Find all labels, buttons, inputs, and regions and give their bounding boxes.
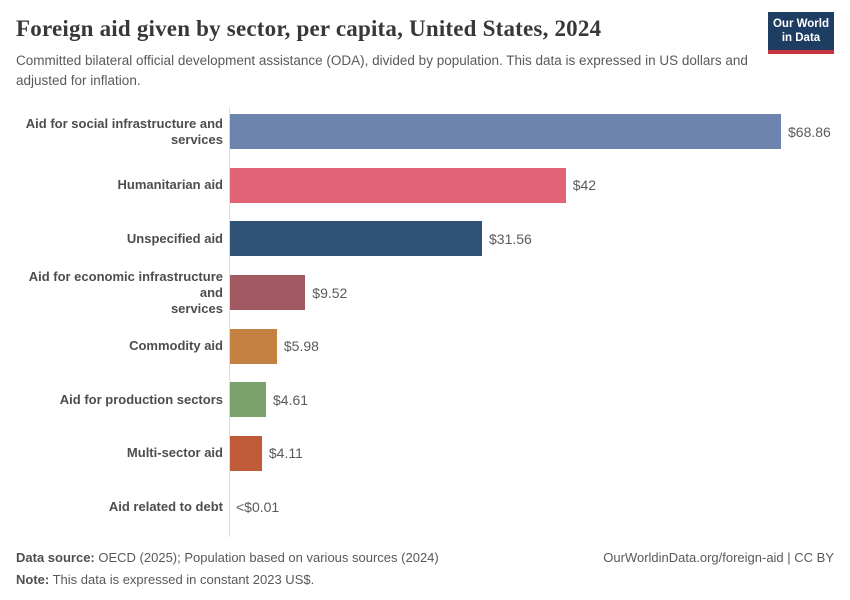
logo-line1: Our World <box>772 18 829 30</box>
data-source-line: Data source: OECD (2025); Population bas… <box>16 547 439 569</box>
category-label: Multi-sector aid <box>126 445 223 461</box>
value-label: $4.61 <box>273 391 309 408</box>
bar-track: $68.86 <box>229 114 850 150</box>
category-label: Unspecified aid <box>126 230 223 246</box>
bar[interactable] <box>229 435 262 471</box>
chart-footer: Data source: OECD (2025); Population bas… <box>16 547 834 591</box>
chart-header: Foreign aid given by sector, per capita,… <box>0 0 850 91</box>
category-label: Aid for social infrastructure and servic… <box>25 115 223 147</box>
category-label: Aid for economic infrastructure and serv… <box>28 268 223 316</box>
bar[interactable] <box>229 167 566 203</box>
bar-row: Aid related to debt <$0.01 <box>0 480 850 534</box>
value-label: $5.98 <box>283 338 319 355</box>
bar-chart: Aid for social infrastructure and servic… <box>0 105 850 539</box>
y-axis-line <box>229 107 230 537</box>
note-label: Note: <box>16 572 50 587</box>
bar[interactable] <box>229 221 482 257</box>
value-label: $9.52 <box>312 284 348 301</box>
bar-row: Multi-sector aid $4.11 <box>0 427 850 481</box>
data-source-label: Data source: <box>16 550 95 565</box>
note-text: This data is expressed in constant 2023 … <box>52 572 315 587</box>
category-label: Humanitarian aid <box>117 177 223 193</box>
bar-row: Aid for social infrastructure and servic… <box>0 105 850 159</box>
bar-row: Aid for economic infrastructure and serv… <box>0 266 850 320</box>
bar-track: <$0.01 <box>229 499 850 515</box>
footer-left: Data source: OECD (2025); Population bas… <box>16 547 439 591</box>
bar-track: $9.52 <box>229 275 850 311</box>
bar-row: Commodity aid $5.98 <box>0 319 850 373</box>
chart-rows: Aid for social infrastructure and servic… <box>0 105 850 534</box>
value-label: $31.56 <box>489 230 532 247</box>
note-line: Note: This data is expressed in constant… <box>16 569 439 591</box>
logo-line2: in Data <box>781 31 821 44</box>
attribution-link[interactable]: OurWorldinData.org/foreign-aid | CC BY <box>603 550 834 565</box>
value-label: $4.11 <box>268 445 303 462</box>
page-title: Foreign aid given by sector, per capita,… <box>16 16 602 41</box>
bar-track: $31.56 <box>229 221 850 257</box>
bar[interactable] <box>229 275 306 311</box>
category-label: Aid for production sectors <box>59 391 223 407</box>
data-source-text: OECD (2025); Population based on various… <box>98 550 439 565</box>
value-label: $42 <box>572 177 597 194</box>
bar-track: $5.98 <box>229 328 850 364</box>
bar-row: Unspecified aid $31.56 <box>0 212 850 266</box>
bar-track: $4.11 <box>229 435 850 471</box>
category-label: Commodity aid <box>129 338 223 354</box>
bar[interactable] <box>229 114 781 150</box>
bar[interactable] <box>229 328 277 364</box>
bar[interactable] <box>229 382 266 418</box>
bar-track: $4.61 <box>229 382 850 418</box>
value-label: $68.86 <box>788 123 831 140</box>
bar-row: Humanitarian aid $42 <box>0 159 850 213</box>
owid-logo[interactable]: Our World in Data <box>768 12 834 54</box>
category-label: Aid related to debt <box>108 498 223 514</box>
chart-subtitle: Committed bilateral official development… <box>16 53 748 88</box>
bar-row: Aid for production sectors $4.61 <box>0 373 850 427</box>
value-label: <$0.01 <box>236 498 280 515</box>
bar-track: $42 <box>229 167 850 203</box>
